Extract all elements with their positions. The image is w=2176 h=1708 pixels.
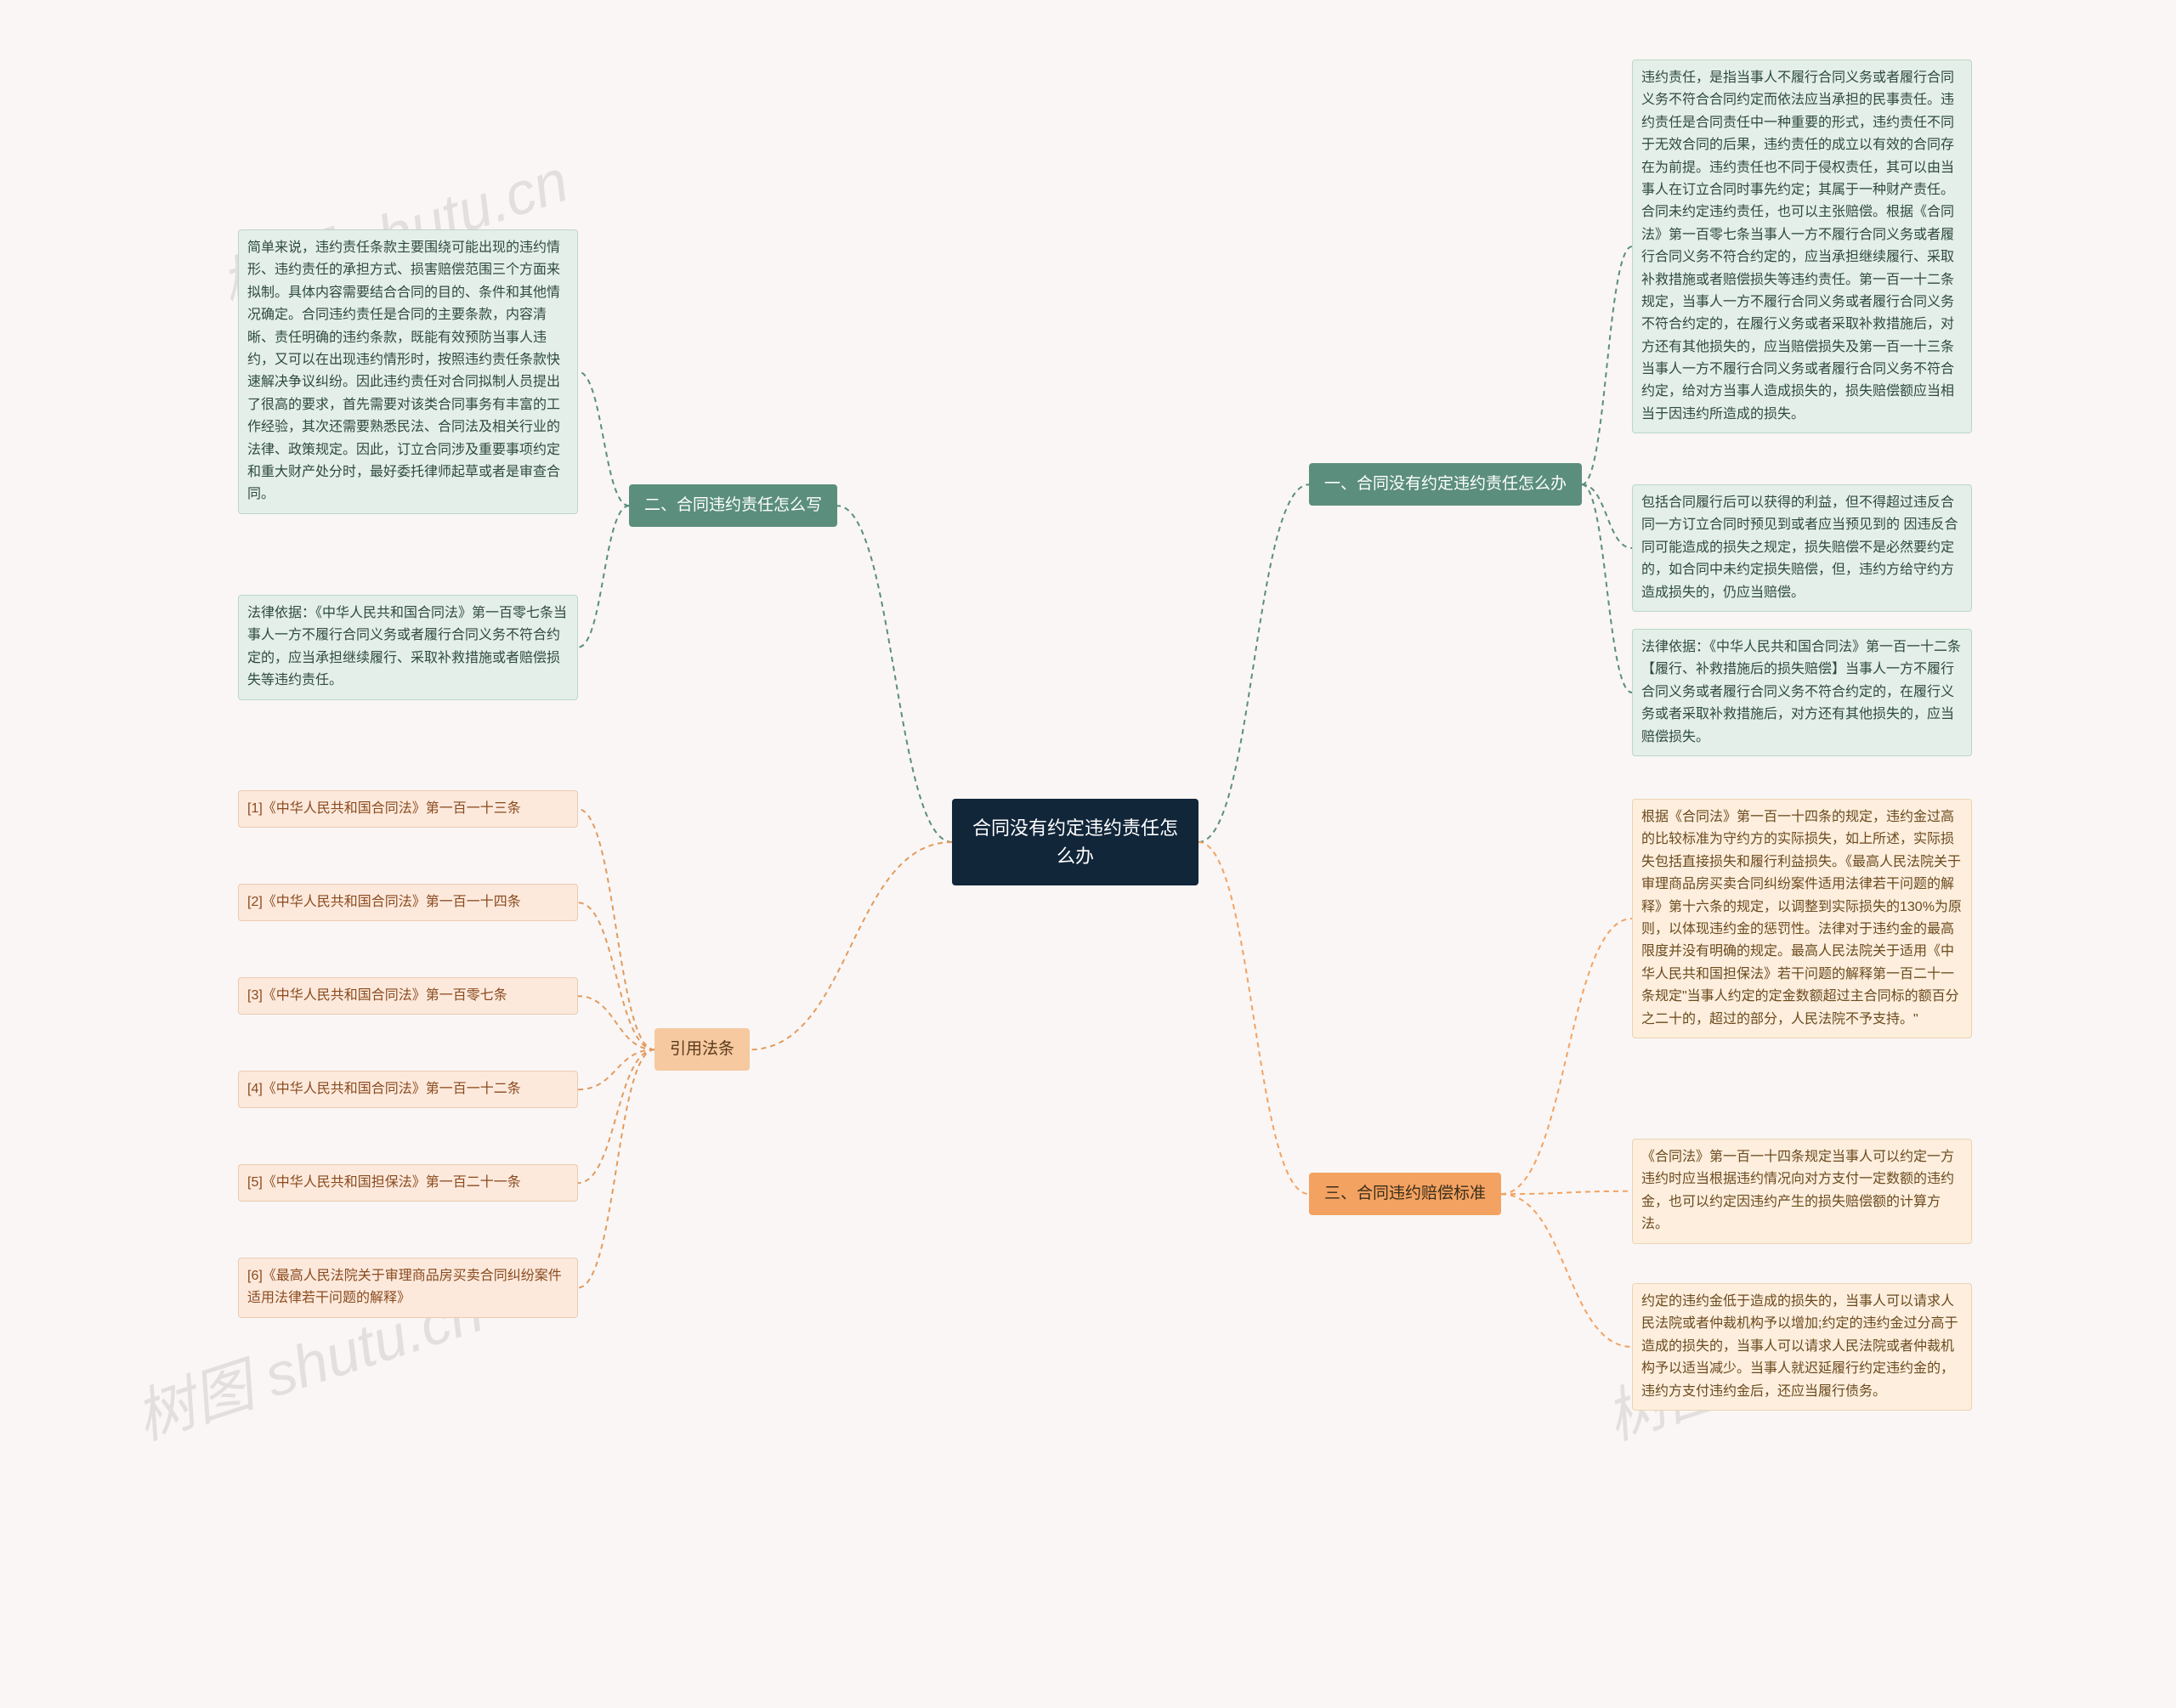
root-node: 合同没有约定违约责任怎 么办 — [952, 799, 1198, 885]
root-line1: 合同没有约定违约责任怎 — [972, 817, 1178, 839]
branch-3: 三、合同违约赔偿标准 — [1309, 1173, 1501, 1215]
leaf-b4-3: [3]《中华人民共和国合同法》第一百零七条 — [238, 977, 578, 1015]
leaf-b1-3: 法律依据：《中华人民共和国合同法》第一百一十二条【履行、补救措施后的损失赔偿】当… — [1632, 629, 1972, 756]
leaf-b3-3: 约定的违约金低于造成的损失的，当事人可以请求人民法院或者仲裁机构予以增加;约定的… — [1632, 1283, 1972, 1411]
leaf-b2-2: 法律依据：《中华人民共和国合同法》第一百零七条当事人一方不履行合同义务或者履行合… — [238, 595, 578, 700]
branch-2: 二、合同违约责任怎么写 — [629, 484, 837, 527]
leaf-b2-1: 简单来说，违约责任条款主要围绕可能出现的违约情形、违约责任的承担方式、损害赔偿范… — [238, 229, 578, 514]
leaf-b4-4: [4]《中华人民共和国合同法》第一百一十二条 — [238, 1071, 578, 1108]
branch-4: 引用法条 — [654, 1028, 750, 1071]
leaf-b3-1: 根据《合同法》第一百一十四条的规定，违约金过高的比较标准为守约方的实际损失，如上… — [1632, 799, 1972, 1038]
branch-1: 一、合同没有约定违约责任怎么办 — [1309, 463, 1582, 506]
leaf-b4-5: [5]《中华人民共和国担保法》第一百二十一条 — [238, 1164, 578, 1202]
leaf-b3-2: 《合同法》第一百一十四条规定当事人可以约定一方违约时应当根据违约情况向对方支付一… — [1632, 1139, 1972, 1244]
leaf-b1-1: 违约责任，是指当事人不履行合同义务或者履行合同义务不符合合同约定而依法应当承担的… — [1632, 59, 1972, 433]
leaf-b4-1: [1]《中华人民共和国合同法》第一百一十三条 — [238, 790, 578, 828]
root-line2: 么办 — [1057, 846, 1094, 867]
leaf-b4-2: [2]《中华人民共和国合同法》第一百一十四条 — [238, 884, 578, 921]
leaf-b1-2: 包括合同履行后可以获得的利益，但不得超过违反合同一方订立合同时预见到或者应当预见… — [1632, 484, 1972, 612]
leaf-b4-6: [6]《最高人民法院关于审理商品房买卖合同纠纷案件适用法律若干问题的解释》 — [238, 1258, 578, 1318]
